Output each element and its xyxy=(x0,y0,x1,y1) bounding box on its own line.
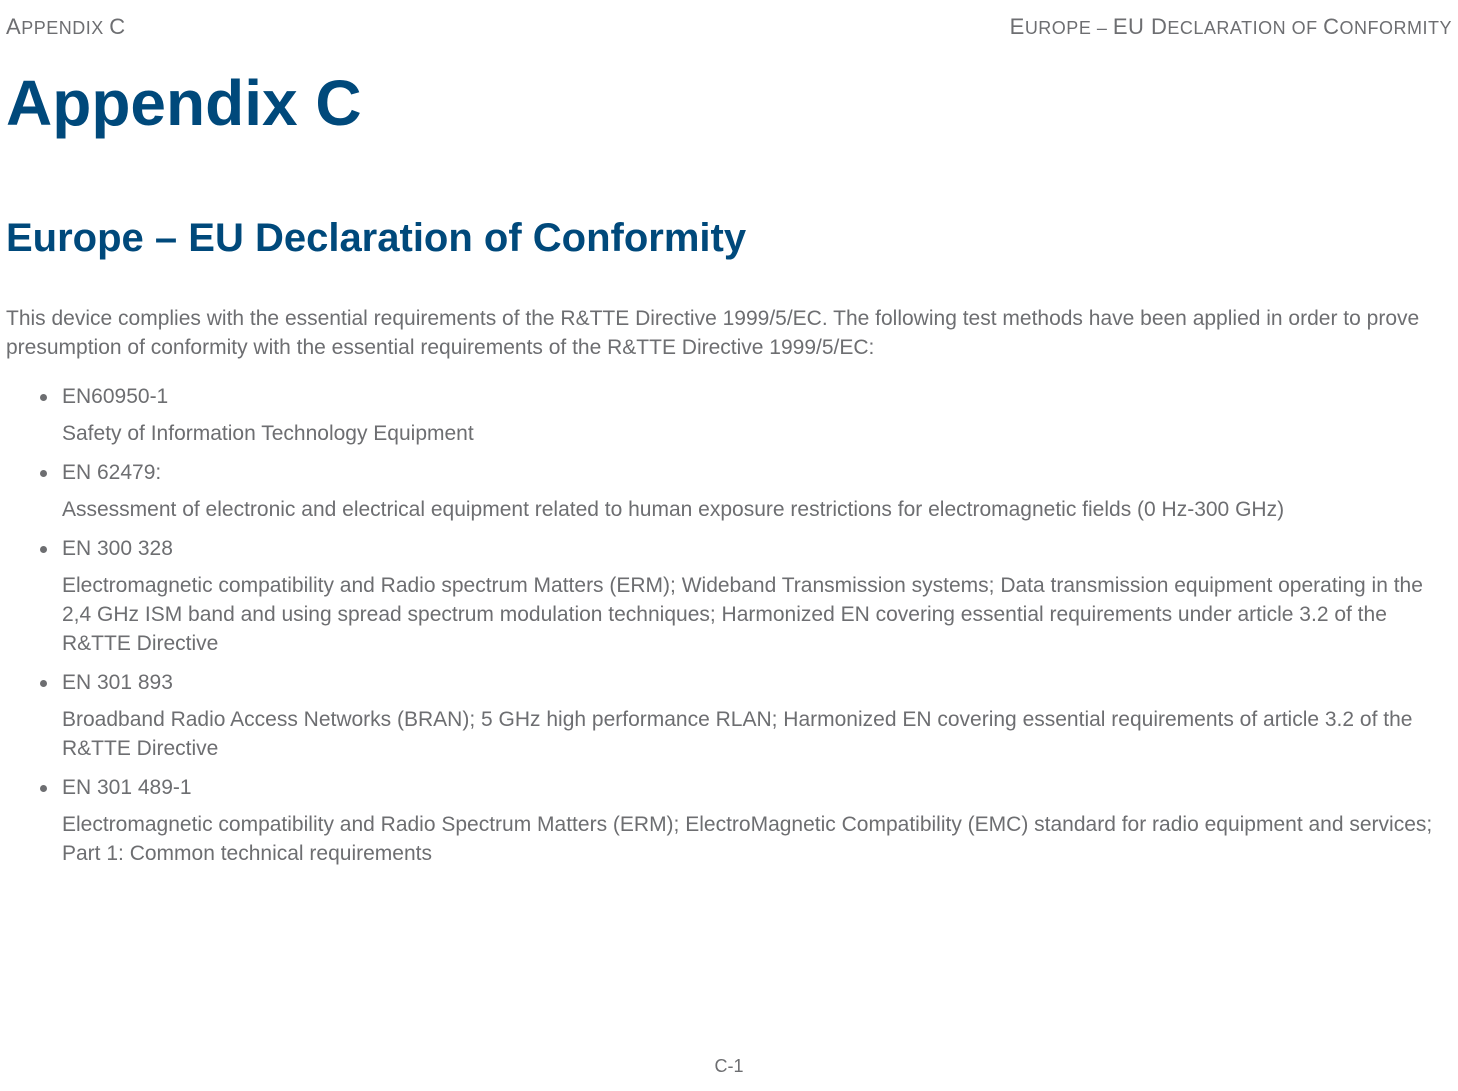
running-header: APPENDIX C EUROPE – EU DECLARATION OF CO… xyxy=(0,0,1458,40)
section-heading: Europe – EU Declaration of Conformity xyxy=(0,140,1458,261)
standard-description: Electromagnetic compatibility and Radio … xyxy=(62,564,1452,659)
standard-code: EN60950-1 xyxy=(62,383,1452,412)
list-item: EN 301 893 Broadband Radio Access Networ… xyxy=(40,669,1452,764)
hr-seg-4-cap: C xyxy=(1323,14,1339,39)
list-item: EN 62479: Assessment of electronic and e… xyxy=(40,459,1452,525)
standards-list: EN60950-1 Safety of Information Technolo… xyxy=(0,363,1458,869)
header-left-cap-a: A xyxy=(6,14,21,39)
page-number: C-1 xyxy=(0,1056,1458,1077)
standard-description: Electromagnetic compatibility and Radio … xyxy=(62,803,1452,869)
list-item: EN 300 328 Electromagnetic compatibility… xyxy=(40,535,1452,659)
hr-seg-0-rest: UROPE xyxy=(1025,18,1092,38)
standard-code: EN 301 893 xyxy=(62,669,1452,698)
hr-seg-2-rest: ECLARATION OF xyxy=(1167,18,1317,38)
document-page: APPENDIX C EUROPE – EU DECLARATION OF CO… xyxy=(0,0,1458,1091)
hr-seg-1: – xyxy=(1091,18,1113,38)
header-left-rest: PPENDIX xyxy=(21,18,104,38)
running-header-right: EUROPE – EU DECLARATION OF CONFORMITY xyxy=(1010,14,1452,40)
standard-code: EN 62479: xyxy=(62,459,1452,488)
list-item: EN60950-1 Safety of Information Technolo… xyxy=(40,383,1452,449)
hr-seg-4-rest: ONFORMITY xyxy=(1340,18,1453,38)
standard-description: Safety of Information Technology Equipme… xyxy=(62,412,1452,449)
hr-seg-2-cap: EU D xyxy=(1113,14,1168,39)
header-left-cap-c: C xyxy=(109,14,125,39)
intro-paragraph: This device complies with the essential … xyxy=(0,261,1458,363)
standard-description: Broadband Radio Access Networks (BRAN); … xyxy=(62,698,1452,764)
hr-seg-0-cap: E xyxy=(1010,14,1025,39)
page-title: Appendix C xyxy=(0,40,1458,140)
list-item: EN 301 489-1 Electromagnetic compatibili… xyxy=(40,774,1452,869)
standard-code: EN 300 328 xyxy=(62,535,1452,564)
standard-description: Assessment of electronic and electrical … xyxy=(62,488,1452,525)
running-header-left: APPENDIX C xyxy=(6,14,126,40)
standard-code: EN 301 489-1 xyxy=(62,774,1452,803)
